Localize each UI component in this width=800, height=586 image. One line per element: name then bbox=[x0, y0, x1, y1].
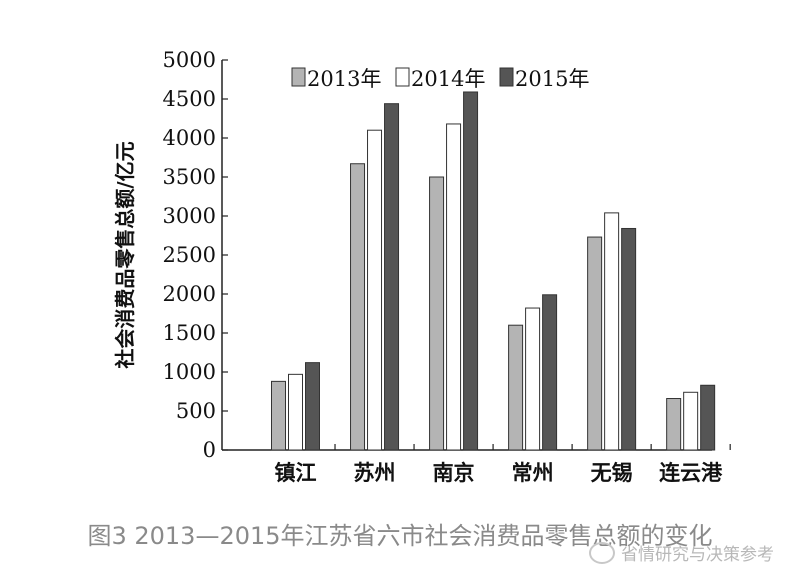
legend-swatch bbox=[291, 67, 306, 87]
legend-label: 2014年 bbox=[411, 67, 485, 91]
x-tick-label: 镇江 bbox=[275, 461, 317, 485]
x-tick-label: 南京 bbox=[433, 461, 475, 485]
bar bbox=[666, 398, 682, 451]
bar bbox=[350, 163, 366, 451]
y-tick-label: 4000 bbox=[163, 126, 216, 150]
x-tick-label: 常州 bbox=[512, 461, 554, 485]
y-tick-label: 2000 bbox=[163, 282, 216, 306]
chart-legend: 2013年 2014年 2015年 bbox=[291, 67, 589, 91]
bar bbox=[700, 384, 716, 451]
legend-label: 2015年 bbox=[515, 67, 589, 91]
y-tick-label: 3500 bbox=[163, 165, 216, 189]
bar bbox=[429, 176, 445, 451]
legend-swatch bbox=[499, 67, 514, 87]
y-tick-label: 500 bbox=[176, 399, 216, 423]
bar bbox=[463, 91, 479, 451]
x-tick-label: 苏州 bbox=[354, 461, 396, 485]
x-tick-label: 无锡 bbox=[591, 461, 633, 485]
bar bbox=[288, 373, 303, 451]
chart-bars bbox=[271, 91, 716, 451]
bar bbox=[525, 307, 541, 451]
y-tick-label: 3000 bbox=[163, 204, 216, 228]
legend-swatch bbox=[395, 67, 410, 87]
y-tick-label: 1000 bbox=[163, 360, 216, 384]
legend-label: 2013年 bbox=[307, 67, 381, 91]
bar bbox=[384, 103, 400, 451]
bar bbox=[446, 123, 462, 451]
bar bbox=[305, 362, 320, 451]
y-axis-label: 社会消费品零售总额/亿元 bbox=[113, 141, 137, 369]
y-tick-label: 5000 bbox=[163, 48, 216, 72]
wechat-icon bbox=[589, 541, 615, 564]
y-tick-label: 4500 bbox=[163, 87, 216, 111]
y-tick-label: 1500 bbox=[163, 321, 216, 345]
bar bbox=[271, 380, 286, 451]
bar bbox=[542, 294, 558, 451]
bar bbox=[587, 236, 603, 451]
y-tick-label: 0 bbox=[203, 438, 216, 462]
watermark-text: 省情研究与决策参考 bbox=[621, 545, 774, 565]
watermark: 省情研究与决策参考 bbox=[589, 540, 774, 565]
bar bbox=[604, 212, 620, 451]
bar bbox=[367, 129, 383, 451]
y-tick-label: 2500 bbox=[163, 243, 216, 267]
bar bbox=[508, 324, 524, 451]
chart-axes: 0 500 1000 1500 2000 2500 3000 3500 4000 4500 5000… bbox=[163, 48, 731, 485]
bar bbox=[621, 227, 637, 451]
bar bbox=[683, 391, 699, 451]
bar-chart: 0 500 1000 1500 2000 2500 3000 3500 4000 4500 5000… bbox=[113, 48, 731, 485]
x-tick-label: 连云港 bbox=[659, 461, 723, 485]
